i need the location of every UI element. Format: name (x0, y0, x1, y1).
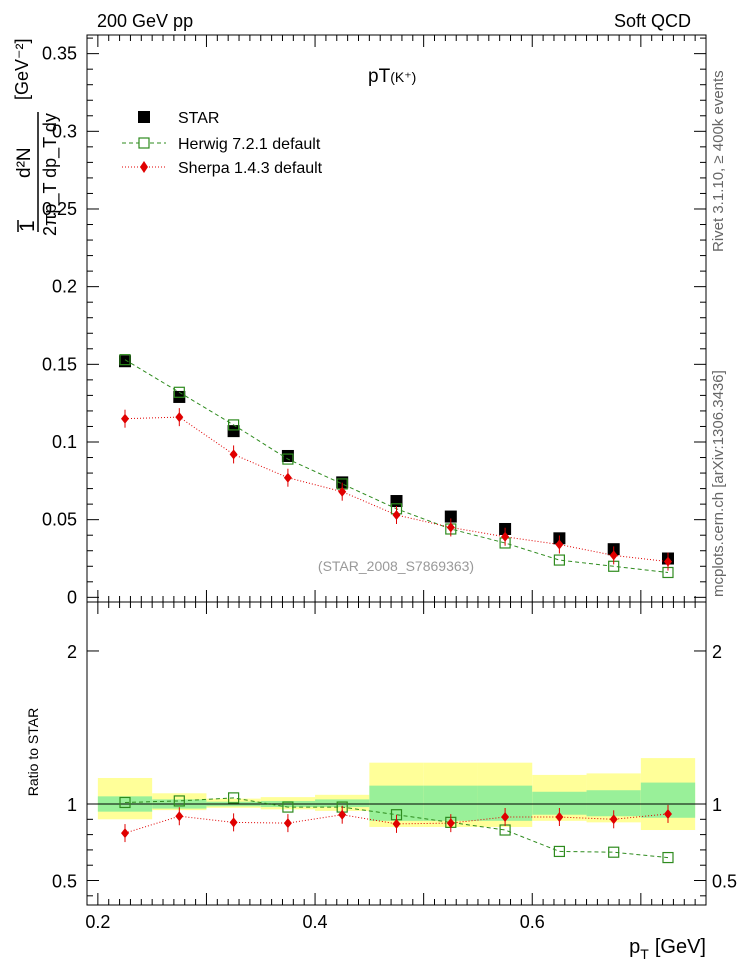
legend-marker-star (138, 111, 150, 123)
main-series-1-point (282, 453, 294, 465)
main-series-1-line (124, 359, 669, 573)
legend-marker-herwig (138, 137, 150, 149)
legend-label-sherpa: Sherpa 1.4.3 default (178, 160, 323, 177)
watermark: (STAR_2008_S7869363) (318, 558, 474, 574)
ratio-series-1-point (446, 818, 455, 829)
main-series-2-point (283, 472, 292, 483)
ratio-series-0-point (173, 795, 185, 807)
ratio-band-inner (532, 791, 587, 815)
ratio-series-0-point (228, 792, 240, 804)
main-series-2-point (446, 522, 455, 533)
main-y-tick-label: 0.05 (42, 510, 77, 530)
main-panel: 0 0.05 0.1 0.15 0.2 0.25 0.3 0.35 pT(K⁺) (STAR_… (12, 34, 707, 607)
chart-title-sub: (K⁺) (390, 69, 416, 85)
ratio-y-tick-label-right: 1 (712, 795, 722, 815)
y-axis-label-denominator: 2πp_T dp_T dy (40, 113, 61, 236)
main-series-0-point (119, 355, 132, 368)
main-marks (119, 354, 674, 579)
ratio-series-1-point (229, 817, 238, 828)
ratio-series-1-point (175, 811, 184, 822)
x-axis-label-sub: T (640, 946, 649, 962)
ratio-y-tick-label-left: 1 (67, 795, 77, 815)
ratio-series-1-point (555, 812, 564, 823)
x-axis-label: pT [GeV] (629, 936, 706, 962)
ratio-series-1-line (124, 813, 669, 834)
main-series-2-point (229, 449, 238, 460)
main-series-0-point (444, 510, 457, 523)
ratio-y-tick-label-left: 2 (67, 642, 77, 662)
ratio-series-0-point (282, 801, 294, 813)
main-y-tick-label: 0.3 (52, 121, 77, 141)
ratio-axes: 0.5 0.5 1 1 2 2 0.2 0.4 0.6 (52, 602, 737, 932)
main-y-tick-label: 0.35 (42, 44, 77, 64)
main-series-2-line (124, 416, 669, 563)
main-y-tick-label: 0.2 (52, 277, 77, 297)
ratio-series-1-point (501, 812, 510, 823)
chart-title: pT(K⁺) (368, 66, 416, 87)
main-series-1-point (173, 386, 185, 398)
header-right-label: Soft QCD (614, 11, 691, 31)
main-series-2-point (609, 550, 618, 561)
legend-marker-sherpa (140, 161, 148, 173)
ratio-y-tick-label-right: 2 (712, 642, 722, 662)
ratio-series-0-point (119, 796, 131, 809)
ratio-series-1-point (392, 818, 401, 829)
legend: STAR Herwig 7.2.1 default Sherpa 1.4.3 d… (122, 110, 323, 177)
ratio-y-tick-label-left: 0.5 (52, 872, 77, 892)
ratio-series-1-point (121, 828, 130, 839)
ratio-marks (119, 792, 674, 864)
x-axis-label-unit: [GeV] (655, 936, 706, 958)
x-tick-label: 0.2 (85, 912, 110, 932)
x-tick-label: 0.6 (520, 912, 545, 932)
mcplots-label: mcplots.cern.ch [arXiv:1306.3436] (710, 370, 727, 597)
main-y-tick-label: 0.25 (42, 199, 77, 219)
legend-label-star: STAR (178, 110, 219, 127)
ratio-y-axis-label: Ratio to STAR (25, 708, 41, 796)
ratio-series-0-point (662, 851, 674, 864)
header-left-label: 200 GeV pp (97, 11, 193, 31)
main-series-2-point (338, 486, 347, 497)
ratio-frame (86, 601, 707, 906)
main-series-0-point (390, 495, 403, 508)
main-y-tick-label: 0.15 (42, 354, 77, 374)
y-axis-label: 1 d²N 2πp_T dp_T dy [GeV⁻²] (12, 38, 61, 236)
main-axes: 0 0.05 0.1 0.15 0.2 0.25 0.3 0.35 (42, 35, 707, 607)
x-axis-label-main: p (629, 936, 640, 958)
main-y-tick-label: 0 (67, 587, 77, 607)
ratio-y-tick-label-right: 0.5 (712, 872, 737, 892)
ratio-series-0-point (553, 845, 565, 858)
ratio-band-inner (315, 799, 370, 808)
rivet-label: Rivet 3.1.10, ≥ 400k events (710, 70, 727, 252)
main-series-0-point (227, 425, 240, 438)
main-series-2-point (663, 556, 672, 567)
x-tick-label: 0.4 (303, 912, 328, 932)
main-series-2-point (175, 412, 184, 423)
y-axis-label-one: 1 (16, 220, 39, 232)
ratio-bands (87, 758, 706, 831)
chart-title-main: pT (368, 66, 391, 87)
y-axis-label-numerator: d²N (14, 147, 35, 178)
main-series-2-point (501, 531, 510, 542)
ratio-series-1-point (338, 809, 347, 820)
main-series-1-point (553, 554, 565, 566)
ratio-series-1-point (663, 808, 672, 819)
main-series-1-point (119, 354, 131, 366)
main-y-tick-label: 0.1 (52, 432, 77, 452)
main-series-0-point (281, 449, 294, 462)
main-series-1-point (228, 419, 240, 431)
ratio-series-1-point (283, 818, 292, 829)
main-series-2-point (392, 510, 401, 521)
ratio-series-0-point (608, 846, 620, 858)
main-series-2-point (555, 539, 564, 550)
y-axis-label-unit: [GeV⁻²] (12, 38, 32, 100)
legend-label-herwig: Herwig 7.2.1 default (178, 136, 321, 153)
ratio-panel: 0.5 0.5 1 1 2 2 0.2 0.4 0.6 Ratio to STAR pT [GeV… (25, 601, 737, 962)
main-series-2-point (121, 413, 130, 424)
ratio-series-1-point (609, 814, 618, 825)
